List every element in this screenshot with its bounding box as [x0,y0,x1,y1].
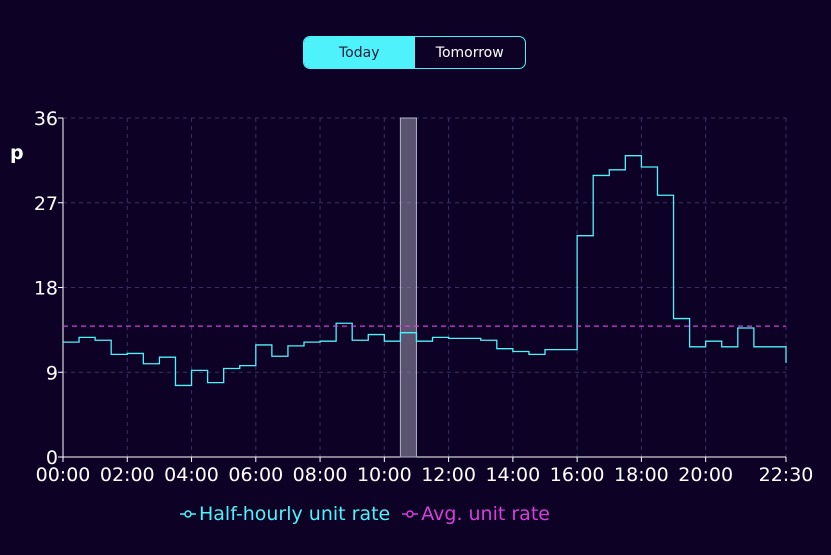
x-tick-label: 20:00 [678,464,733,486]
y-tick-label: 18 [34,278,58,300]
tomorrow-toggle-button[interactable]: Tomorrow [435,44,504,61]
unit-rate-chart: 0 9 18 27 36 00:00 02:00 04:00 06:00 08:00 10:00 12… [10,108,814,486]
today-toggle-button[interactable]: Today [304,37,415,68]
y-axis-label: p [10,142,24,164]
y-tick-label: 27 [34,193,58,215]
x-tick-label: 02:00 [100,464,155,486]
y-tick-label: 9 [46,362,58,384]
x-tick-label: 10:00 [357,464,412,486]
y-tick-label: 0 [46,447,58,469]
legend-label-average: Avg. unit rate [421,503,550,525]
current-period-highlight [399,117,417,458]
legend-line-icon [180,510,196,518]
x-tick-label: 16:00 [550,464,605,486]
x-tick-label: 12:00 [421,464,476,486]
x-tick-label: 14:00 [485,464,540,486]
legend-label-half-hourly: Half-hourly unit rate [199,503,391,525]
x-tick-label: 00:00 [36,464,91,486]
legend-line-icon [402,510,419,518]
x-tick-label: 18:00 [614,464,669,486]
half-hourly-rate-line [63,155,787,387]
x-tick-label: 06:00 [228,464,283,486]
chart-legend: Half-hourly unit rate Avg. unit rate [180,503,550,525]
x-tick-label: 08:00 [293,464,348,486]
legend-item-average[interactable]: Avg. unit rate [402,503,550,525]
legend-item-half-hourly[interactable]: Half-hourly unit rate [180,503,390,525]
x-tick-label: 04:00 [164,464,219,486]
x-tick-label: 22:30 [759,464,814,486]
y-tick-label: 36 [34,108,58,130]
day-toggle[interactable]: Today Tomorrow [303,36,526,69]
